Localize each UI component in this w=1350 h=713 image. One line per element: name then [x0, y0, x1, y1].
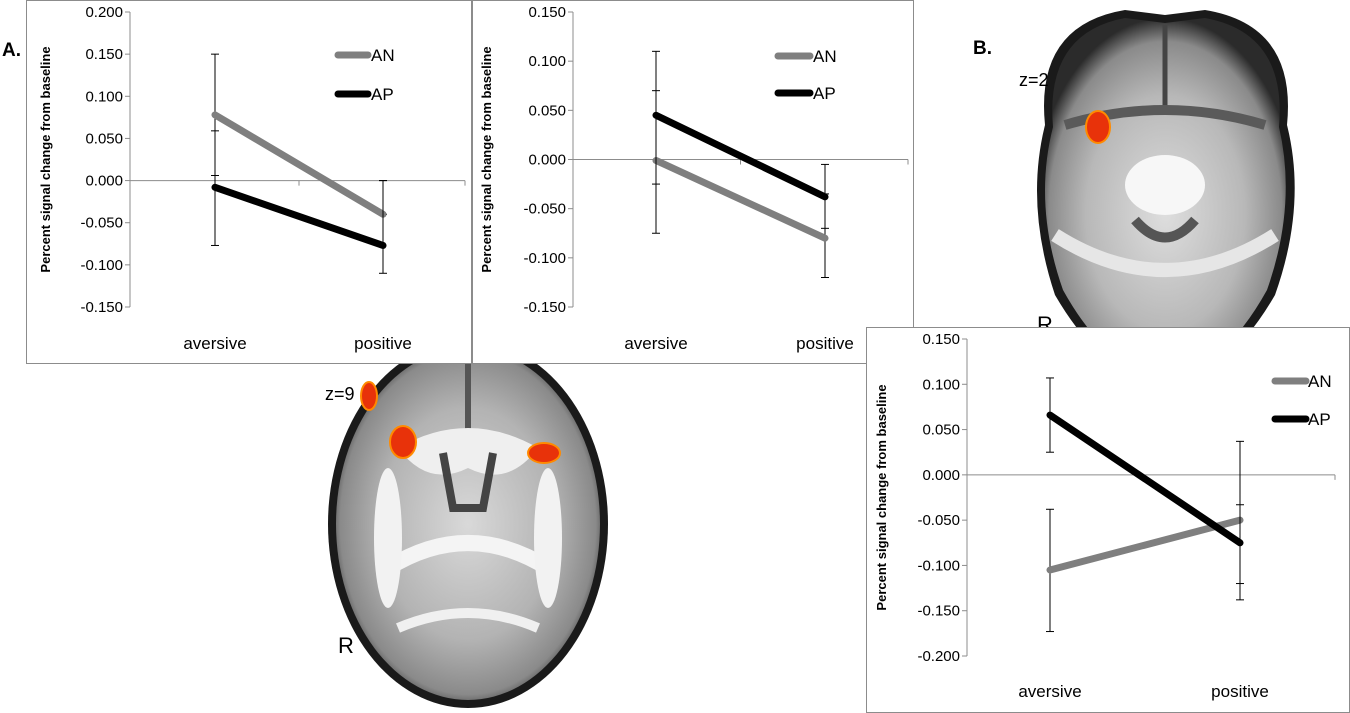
y-tick-label: 0.200	[85, 4, 123, 21]
series-line-AP	[1046, 411, 1244, 547]
x-category-label: aversive	[624, 334, 687, 353]
y-tick-label: -0.150	[917, 603, 960, 620]
y-tick-label: -0.150	[523, 299, 566, 316]
y-tick-label: -0.100	[523, 250, 566, 267]
y-tick-label: -0.100	[917, 557, 960, 574]
activation-blob	[1085, 110, 1111, 144]
y-tick-label: 0.000	[85, 173, 123, 190]
chart-a-right-frame	[472, 0, 914, 364]
x-category-label: positive	[1211, 682, 1269, 701]
y-tick-label: -0.200	[917, 648, 960, 665]
y-tick-label: 0.050	[922, 422, 960, 439]
series-line-AN	[652, 156, 829, 242]
y-tick-label: -0.100	[80, 257, 123, 274]
panel-label-b: B.	[973, 38, 992, 59]
x-category-label: aversive	[1018, 682, 1081, 701]
brain-slice-b	[1037, 10, 1295, 381]
legend-label: AN	[371, 46, 395, 65]
y-tick-label: 0.100	[85, 88, 123, 105]
y-tick-label: 0.050	[528, 102, 566, 119]
y-tick-label: 0.050	[85, 130, 123, 147]
y-axis-title: Percent signal change from baseline	[874, 384, 889, 610]
series-line-AP	[211, 183, 387, 249]
y-tick-label: 0.000	[528, 152, 566, 169]
y-tick-label: 0.100	[922, 376, 960, 393]
slice-label-b: z=2	[1019, 70, 1049, 90]
x-category-label: positive	[796, 334, 854, 353]
y-tick-label: -0.050	[80, 215, 123, 232]
legend-label: AP	[1308, 410, 1331, 429]
panel-label-a: A.	[2, 40, 21, 61]
y-axis-title: Percent signal change from baseline	[479, 46, 494, 272]
y-axis-title: Percent signal change from baseline	[38, 46, 53, 272]
series-line-AN	[211, 111, 387, 218]
legend-label: AP	[813, 84, 836, 103]
series-line-AP	[652, 111, 829, 201]
series-line-AN	[1046, 516, 1244, 574]
activation-blob	[389, 425, 417, 459]
y-tick-label: 0.000	[922, 467, 960, 484]
side-label-a: R	[338, 633, 354, 658]
y-tick-label: -0.050	[523, 201, 566, 218]
x-category-label: aversive	[183, 334, 246, 353]
x-category-label: positive	[354, 334, 412, 353]
y-tick-label: 0.150	[528, 4, 566, 21]
y-tick-label: 0.150	[85, 46, 123, 63]
chart-a-left-frame	[26, 0, 472, 364]
legend-label: AN	[1308, 372, 1332, 391]
y-tick-label: 0.150	[922, 331, 960, 348]
y-tick-label: -0.150	[80, 299, 123, 316]
chart-b-frame	[866, 327, 1350, 713]
brain-slice-a	[328, 340, 608, 708]
legend-label: AP	[371, 85, 394, 104]
activation-blob	[527, 442, 561, 464]
activation-blob	[360, 381, 378, 411]
slice-label-a: z=9	[325, 384, 355, 404]
legend-label: AN	[813, 47, 837, 66]
y-tick-label: 0.100	[528, 53, 566, 70]
y-tick-label: -0.050	[917, 512, 960, 529]
